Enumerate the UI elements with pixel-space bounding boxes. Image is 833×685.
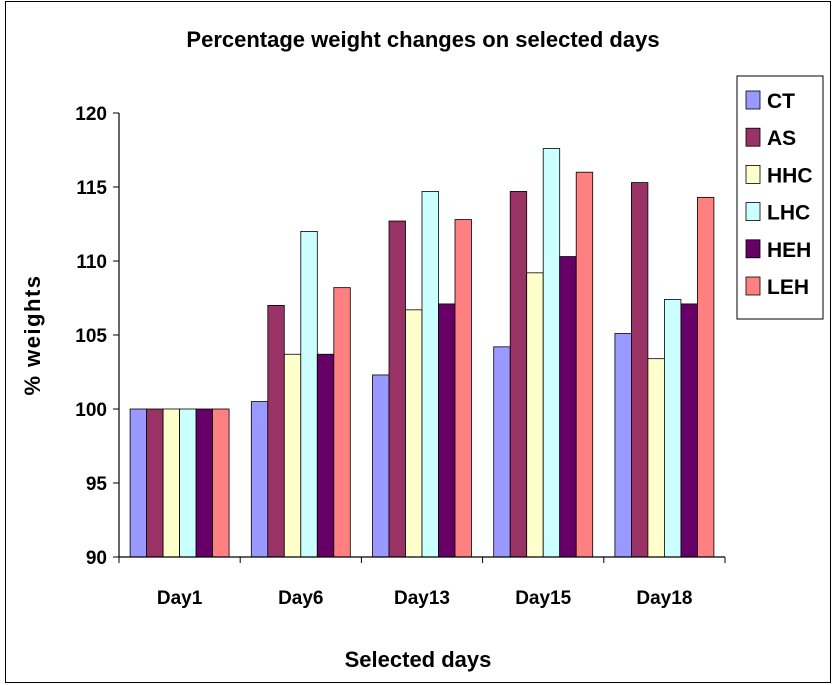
bar-heh [316, 353, 335, 558]
x-tick-label: Day15 [515, 588, 571, 609]
legend-swatch-as [745, 127, 761, 147]
bar-leh [333, 287, 351, 558]
bar-ct [614, 333, 632, 558]
y-tick-label: 115 [76, 178, 107, 199]
y-tick-label: 120 [75, 104, 107, 125]
x-tick-label: Day1 [157, 588, 203, 609]
x-axis-label: Selected days [345, 647, 492, 672]
bar-ct [372, 374, 390, 558]
bar-lhc [300, 230, 318, 558]
legend-swatch-heh [745, 239, 761, 259]
bar-lhc [421, 191, 439, 558]
bar-as [146, 408, 164, 558]
bar-leh [454, 219, 472, 558]
chart-frame [5, 1, 831, 683]
bar-hhc [405, 309, 423, 558]
x-tick-label: Day6 [278, 588, 323, 609]
bar-heh [559, 256, 577, 558]
y-tick-label: 105 [75, 326, 107, 347]
legend-label-heh: HEH [767, 239, 811, 262]
legend-swatch-leh [745, 276, 761, 296]
bar-heh [438, 303, 456, 558]
bar-hhc [526, 272, 544, 558]
x-tick-label: Day13 [394, 588, 450, 609]
bar-ct [493, 346, 511, 558]
legend-label-ct: CT [767, 90, 795, 113]
bar-hhc [647, 358, 665, 558]
chart-title: Percentage weight changes on selected da… [186, 27, 659, 52]
legend-label-leh: LEH [767, 276, 809, 299]
plot-area: 90 95 100 105 110 115 120 Day1 Day6 Day13 Day15 Day… [75, 104, 726, 609]
bar-lhc [664, 299, 682, 558]
bar-ct [129, 408, 148, 558]
legend-swatch-ct [745, 90, 761, 110]
bar-heh [680, 303, 698, 558]
bar-as [509, 191, 528, 558]
y-tick-label: 110 [76, 252, 107, 273]
bar-lhc [179, 408, 197, 558]
bar-as [267, 304, 285, 558]
legend-label-hhc: HHC [767, 164, 813, 187]
bar-as [631, 182, 649, 558]
legend-label-lhc: LHC [767, 202, 810, 225]
legend-label-as: AS [767, 127, 796, 150]
bar-leh [575, 171, 594, 558]
y-axis-label: % weights [20, 274, 45, 395]
bar-leh [697, 196, 715, 558]
x-tick-label: Day18 [636, 588, 692, 609]
bar-ct [250, 401, 269, 558]
bar-leh [212, 408, 230, 558]
legend-swatch-hhc [745, 164, 761, 184]
y-tick-label: 95 [86, 474, 108, 495]
bar-heh [195, 408, 214, 558]
legend: CT AS HHC LHC HEH LEH [736, 75, 824, 320]
bar-lhc [542, 148, 561, 558]
legend-swatch-lhc [745, 202, 761, 222]
bar-as [388, 220, 406, 558]
y-tick-label: 90 [86, 548, 107, 569]
bar-hhc [283, 353, 302, 558]
bar-hhc [162, 408, 181, 558]
y-tick-label: 100 [75, 400, 107, 421]
